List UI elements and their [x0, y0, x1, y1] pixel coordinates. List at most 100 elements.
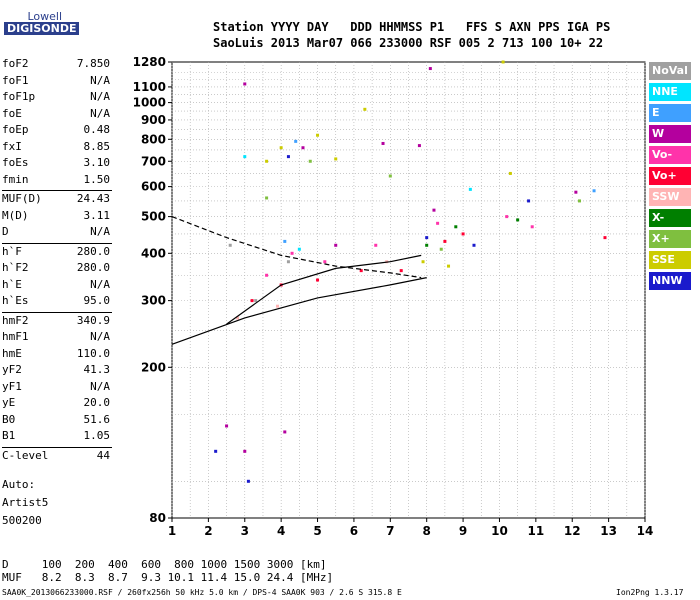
- scatter-point: [283, 430, 287, 434]
- param-value: 51.6: [83, 412, 111, 426]
- param-value: 44: [96, 448, 110, 462]
- param-value: 95.0: [83, 294, 111, 307]
- param-row: yF2 41.3: [2, 363, 110, 379]
- param-value: 3.10: [83, 156, 111, 169]
- param-separator: [2, 190, 112, 191]
- scatter-point: [323, 260, 327, 264]
- param-value: 280.0: [76, 261, 110, 274]
- y-tick-label: 1100: [133, 80, 166, 94]
- legend-item: W: [649, 125, 691, 143]
- param-name: MUF(D): [2, 192, 42, 205]
- param-name: hmF2: [2, 313, 29, 327]
- param-row: M(D) 3.11: [2, 209, 110, 225]
- x-tick-label: 4: [277, 524, 285, 538]
- param-value: N/A: [90, 73, 110, 87]
- scatter-point: [235, 316, 239, 320]
- param-value: 41.3: [83, 363, 111, 376]
- y-tick-label: 80: [149, 511, 166, 525]
- scatter-point: [265, 196, 269, 200]
- scatter-point: [254, 299, 258, 303]
- param-name: foEp: [2, 123, 29, 136]
- scatter-point: [603, 236, 607, 240]
- param-name: B0: [2, 412, 16, 426]
- legend-item: Vo-: [649, 146, 691, 164]
- scatter-point: [381, 141, 385, 145]
- x-tick-label: 12: [564, 524, 581, 538]
- y-tick-label: 1280: [133, 55, 166, 69]
- scatter-point: [527, 199, 531, 203]
- scatter-point: [461, 232, 465, 236]
- scatter-point: [363, 107, 367, 111]
- scatter-point: [294, 139, 298, 143]
- scatter-point: [425, 243, 429, 247]
- x-tick-label: 14: [637, 524, 654, 538]
- param-row: foE N/A: [2, 107, 110, 123]
- scatter-point: [574, 190, 578, 194]
- x-tick-label: 13: [600, 524, 617, 538]
- legend-item: Vo+: [649, 167, 691, 185]
- y-tick-label: 900: [141, 113, 166, 127]
- scatter-point: [297, 247, 301, 251]
- legend-item: SSE: [649, 251, 691, 269]
- param-name: fxI: [2, 139, 22, 153]
- scatter-point: [468, 187, 472, 191]
- param-row: yE 20.0: [2, 396, 110, 412]
- scatter-point: [246, 479, 250, 483]
- param-value: 3.11: [83, 208, 111, 222]
- header-values: SaoLuis 2013 Mar07 066 233000 RSF 005 2 …: [213, 36, 604, 50]
- profile-trace: [226, 254, 422, 325]
- param-name: fmin: [2, 172, 29, 186]
- param-row: fmin 1.50: [2, 173, 110, 189]
- param-value: 1.05: [83, 429, 111, 442]
- param-separator: [2, 446, 112, 448]
- legend-item: SSW: [649, 188, 691, 206]
- y-tick-label: 400: [141, 246, 166, 260]
- scatter-point: [417, 144, 421, 148]
- param-row: MUF(D) 24.43: [2, 192, 110, 208]
- param-row: foEp 0.48: [2, 123, 110, 139]
- scatter-point: [436, 221, 440, 225]
- y-tick-label: 300: [141, 294, 166, 308]
- param-row: h`F2 280.0: [2, 261, 110, 277]
- param-name: foF2: [2, 57, 29, 70]
- param-name: foF1: [2, 73, 29, 87]
- scatter-point: [243, 155, 247, 159]
- y-tick-label: 200: [141, 360, 166, 374]
- param-name: hmE: [2, 346, 22, 360]
- muf-frequency-row: MUF 8.2 8.3 8.7 9.3 10.1 11.4 15.0 24.4 …: [2, 571, 334, 584]
- scatter-point: [286, 155, 290, 159]
- scatter-point: [428, 67, 432, 71]
- scatter-point: [228, 243, 232, 247]
- scatter-point: [530, 225, 534, 229]
- scatter-point: [505, 215, 509, 219]
- scatter-point: [334, 157, 338, 161]
- profile-trace-dashed: [171, 216, 422, 279]
- scatter-point: [592, 189, 596, 193]
- scatter-point: [276, 304, 280, 308]
- scatter-point: [225, 424, 229, 428]
- param-row: hmF1 N/A: [2, 330, 110, 346]
- param-row: foF1p N/A: [2, 90, 110, 106]
- legend-item: NNW: [649, 272, 691, 290]
- scatter-point: [454, 225, 458, 229]
- param-name: foE: [2, 106, 22, 120]
- scatter-point: [432, 208, 436, 212]
- scatter-point: [388, 174, 392, 178]
- scatter-point: [250, 299, 254, 303]
- profile-trace: [171, 277, 427, 345]
- param-row: h`Es 95.0: [2, 294, 110, 310]
- scatter-point: [286, 260, 290, 264]
- param-name: foEs: [2, 156, 29, 169]
- param-row: C-level 44: [2, 449, 110, 465]
- x-tick-label: 3: [241, 524, 249, 538]
- footer-version: Ion2Png 1.3.17: [616, 588, 684, 597]
- footer-file-info: SAA0K_2013066233000.RSF / 260fx256h 50 k…: [2, 588, 402, 597]
- scatter-point: [301, 146, 305, 150]
- x-tick-label: 1: [168, 524, 176, 538]
- param-name: yE: [2, 396, 16, 409]
- scatter-point: [283, 239, 287, 243]
- param-row: foF2 7.850: [2, 57, 110, 73]
- scatter-point: [265, 273, 269, 277]
- scatter-point: [308, 159, 312, 163]
- param-separator: [2, 242, 112, 244]
